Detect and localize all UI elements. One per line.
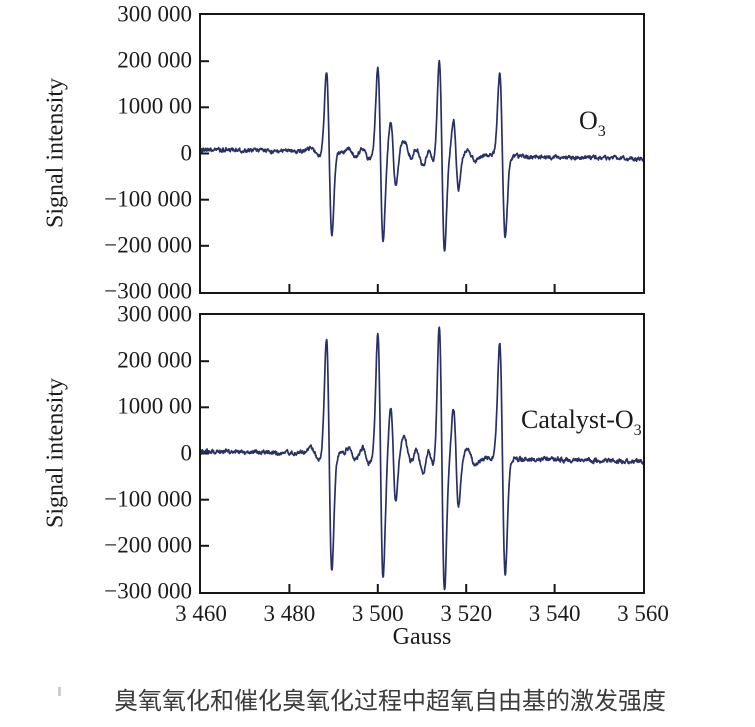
y-tick-label: −300 000 [104,278,192,304]
series-label-catalyst-o3-text: Catalyst-O [521,405,634,434]
series-label-catalyst-o3-subscript: 3 [633,422,642,439]
x-tick-label: 3 560 [617,601,669,626]
y-tick-label: 300 000 [117,1,192,27]
y-tick-label: 200 000 [117,347,192,373]
x-tick-label: 3 480 [263,601,316,626]
y-tick-label: −100 000 [104,186,192,212]
x-tick-label: 3 500 [351,601,404,626]
y-tick-label: 1000 00 [117,393,192,419]
series-label-o3: O3 [579,106,606,141]
y-tick-label: 300 000 [117,301,192,327]
spectrum-curve-catalyst-o3 [201,326,643,592]
y-tick-label: −100 000 [104,486,192,512]
y-tick-label: −200 000 [104,532,192,558]
series-label-o3-text: O [579,106,598,135]
x-tick-label: 3 520 [440,601,493,626]
y-tick-label: −300 000 [104,578,192,604]
y-tick-label: −200 000 [104,232,192,258]
spectrum-curve-o3 [201,59,643,292]
y-tick-label: 0 [180,439,193,465]
caption-tick-artifact [58,687,61,696]
x-tick-label: 3 540 [528,601,581,626]
series-label-o3-subscript: 3 [597,123,606,140]
series-label-catalyst-o3: Catalyst-O3 [521,405,642,440]
y-tick-label: 1000 00 [117,93,192,119]
plot-panel-catalyst-o3 [199,313,645,594]
x-tick-label: 3 460 [175,601,227,626]
y-tick-label: 0 [180,139,193,165]
y-tick-label: 200 000 [117,47,192,73]
plot-panel-o3 [199,13,645,294]
figure-caption: 臭氧氧化和催化臭氧化过程中超氧自由基的激发强度 [114,689,666,715]
x-axis-title: Gauss [392,624,452,650]
